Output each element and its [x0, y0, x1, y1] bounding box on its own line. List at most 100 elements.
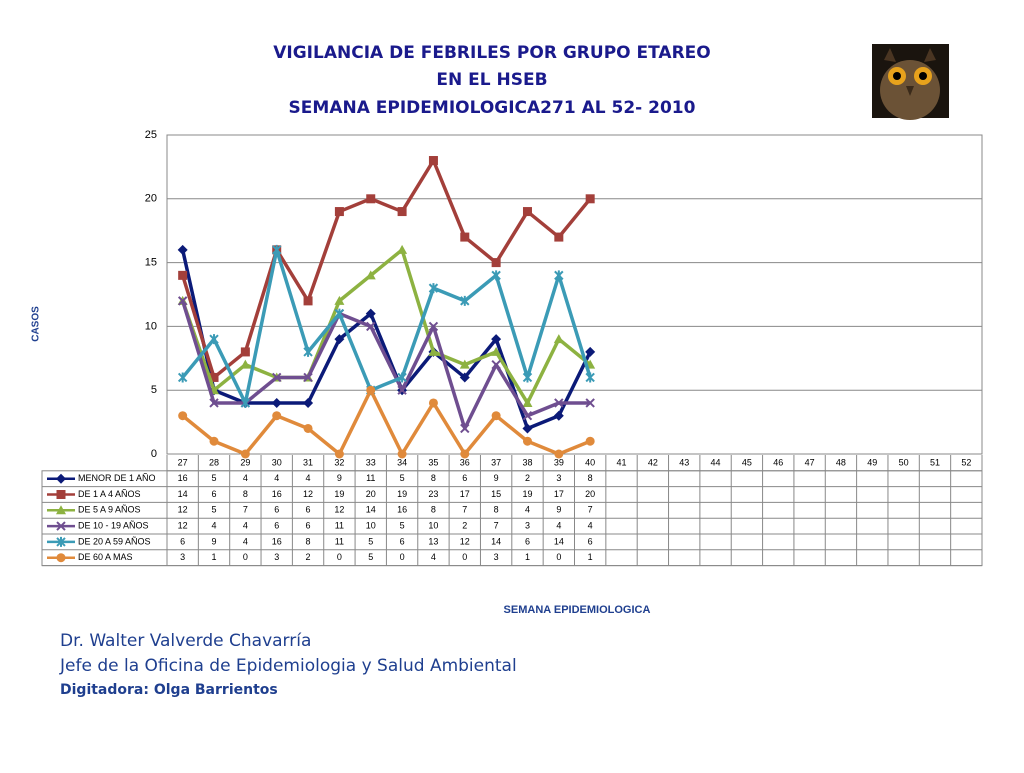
marker — [428, 321, 439, 332]
table-cell: 4 — [306, 473, 311, 483]
table-cell: 14 — [554, 536, 564, 546]
marker — [334, 295, 345, 305]
table-cell: 17 — [460, 489, 470, 499]
table-cell: 23 — [428, 489, 438, 499]
table-cell: 7 — [462, 505, 467, 515]
table-cell: 10 — [366, 520, 376, 530]
table-cell: 8 — [588, 473, 593, 483]
marker — [585, 194, 595, 204]
x-tick-label: 37 — [491, 457, 501, 467]
table-cell: 8 — [431, 473, 436, 483]
marker — [209, 436, 219, 446]
table-cell: 7 — [243, 505, 248, 515]
table-cell: 12 — [178, 520, 188, 530]
y-tick-label: 5 — [151, 384, 157, 396]
table-cell: 3 — [494, 552, 499, 562]
series-line — [181, 388, 591, 456]
table-cell: 2 — [525, 473, 530, 483]
marker — [397, 449, 407, 459]
marker — [554, 270, 564, 281]
marker — [491, 359, 501, 370]
marker — [491, 258, 501, 268]
table-cell: 11 — [335, 536, 344, 546]
table-cell: 2 — [462, 520, 467, 530]
marker — [460, 423, 470, 434]
marker — [428, 398, 438, 408]
legend-label: DE 60 A MAS — [78, 552, 133, 562]
marker — [209, 372, 219, 382]
marker — [240, 397, 251, 408]
marker — [365, 270, 376, 280]
table-cell: 2 — [306, 552, 311, 562]
table-cell: 6 — [274, 505, 279, 515]
marker — [522, 397, 533, 407]
table-cell: 6 — [400, 536, 405, 546]
series-line — [181, 300, 591, 431]
table-cell: 8 — [306, 536, 311, 546]
x-tick-label: 35 — [428, 457, 438, 467]
marker — [491, 334, 502, 345]
table-cell: 6 — [525, 536, 530, 546]
marker — [177, 244, 188, 255]
x-tick-label: 40 — [585, 457, 595, 467]
table-cell: 6 — [180, 536, 185, 546]
series-line — [180, 249, 592, 431]
table-cell: 0 — [556, 552, 561, 562]
marker — [272, 244, 282, 255]
marker — [428, 283, 439, 294]
marker — [334, 308, 345, 319]
series-line — [181, 248, 592, 405]
x-tick-label: 42 — [648, 457, 658, 467]
marker — [460, 232, 470, 242]
author-role: Jefe de la Oficina de Epidemiologia y Sa… — [59, 656, 517, 676]
table-cell: 20 — [366, 489, 376, 499]
x-tick-label: 38 — [522, 457, 532, 467]
x-axis-label: SEMANA EPIDEMIOLOGICA — [504, 604, 651, 616]
marker — [240, 347, 250, 357]
marker — [397, 385, 407, 395]
y-axis-label: CASOS — [31, 306, 42, 342]
table-cell: 6 — [588, 536, 593, 546]
table-cell: 1 — [588, 552, 593, 562]
table-cell: 7 — [494, 520, 499, 530]
x-tick-label: 30 — [272, 457, 282, 467]
marker — [334, 334, 345, 345]
x-tick-label: 32 — [334, 457, 344, 467]
table-cell: 8 — [431, 505, 436, 515]
marker — [303, 397, 314, 408]
table-cell: 6 — [306, 505, 311, 515]
table-cell: 1 — [525, 552, 530, 562]
table-cell: 16 — [272, 489, 282, 499]
x-tick-label: 48 — [836, 457, 846, 467]
table-cell: 9 — [337, 473, 342, 483]
table-cell: 9 — [494, 473, 499, 483]
x-tick-label: 29 — [240, 457, 250, 467]
table-cell: 10 — [428, 520, 438, 530]
table-cell: 4 — [243, 536, 248, 546]
legend-marker — [56, 490, 66, 499]
marker — [491, 411, 501, 421]
legend-marker — [56, 536, 66, 547]
x-tick-label: 47 — [805, 457, 815, 467]
x-tick-label: 44 — [711, 457, 721, 467]
owl-image — [872, 44, 949, 120]
marker — [303, 296, 313, 306]
table-cell: 12 — [303, 489, 313, 499]
legend-marker — [56, 553, 66, 563]
marker — [428, 346, 439, 356]
x-tick-label: 34 — [397, 457, 407, 467]
table-cell: 11 — [366, 473, 375, 483]
table-cell: 5 — [368, 536, 373, 546]
table-cell: 4 — [243, 520, 248, 530]
x-tick-label: 39 — [554, 457, 564, 467]
chart-title: VIGILANCIA DE FEBRILES POR GRUPO ETAREO — [273, 43, 711, 63]
marker — [178, 270, 188, 280]
table-cell: 12 — [178, 505, 188, 515]
marker — [240, 359, 251, 369]
table-cell: 19 — [334, 489, 344, 499]
table-cell: 8 — [494, 505, 499, 515]
table-cell: 6 — [212, 489, 217, 499]
table-cell: 6 — [462, 473, 467, 483]
y-tick-label: 10 — [145, 320, 157, 332]
marker — [459, 359, 470, 369]
